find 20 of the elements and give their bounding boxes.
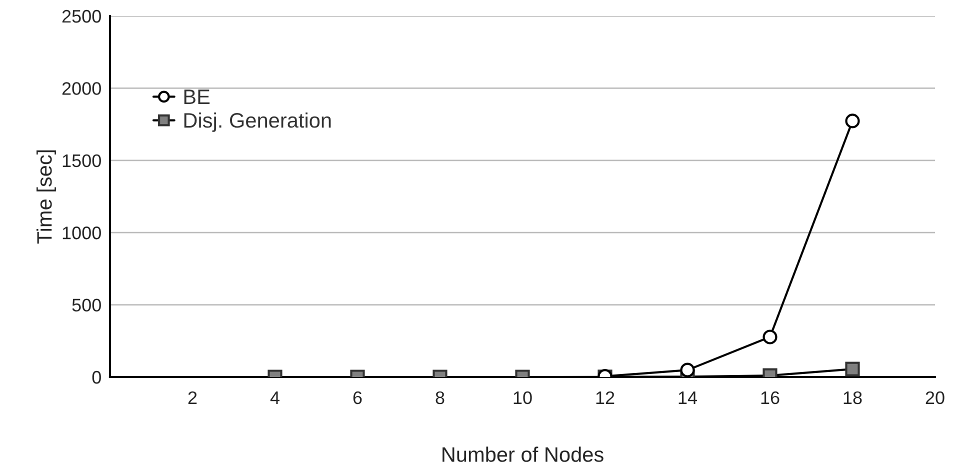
x-tick-label: 20: [926, 391, 944, 404]
x-tick-label: 6: [353, 391, 362, 404]
y-tick-label: 2500: [62, 10, 101, 23]
x-tick-label: 2: [188, 391, 197, 404]
x-tick-label: 18: [844, 391, 862, 404]
y-tick-label: 500: [72, 298, 101, 312]
x-tick-label: 8: [436, 391, 444, 404]
x-tick-label: 12: [596, 391, 614, 404]
y-axis-title: Time [sec]: [36, 150, 56, 244]
y-tick-label: 1500: [62, 154, 101, 168]
x-tick-label: 16: [761, 391, 780, 404]
y-tick-label: 1000: [62, 226, 101, 240]
x-tick-label: 10: [514, 391, 532, 404]
y-tick-label: 0: [92, 370, 101, 384]
x-tick-label: 14: [678, 392, 698, 404]
x-tick-label: 4: [270, 392, 280, 404]
y-tick-label: 2000: [62, 82, 101, 95]
x-axis-title: Number of Nodes: [442, 446, 604, 462]
legend-label: BE: [184, 90, 210, 104]
legend-label: Disj. Generation: [184, 112, 331, 132]
